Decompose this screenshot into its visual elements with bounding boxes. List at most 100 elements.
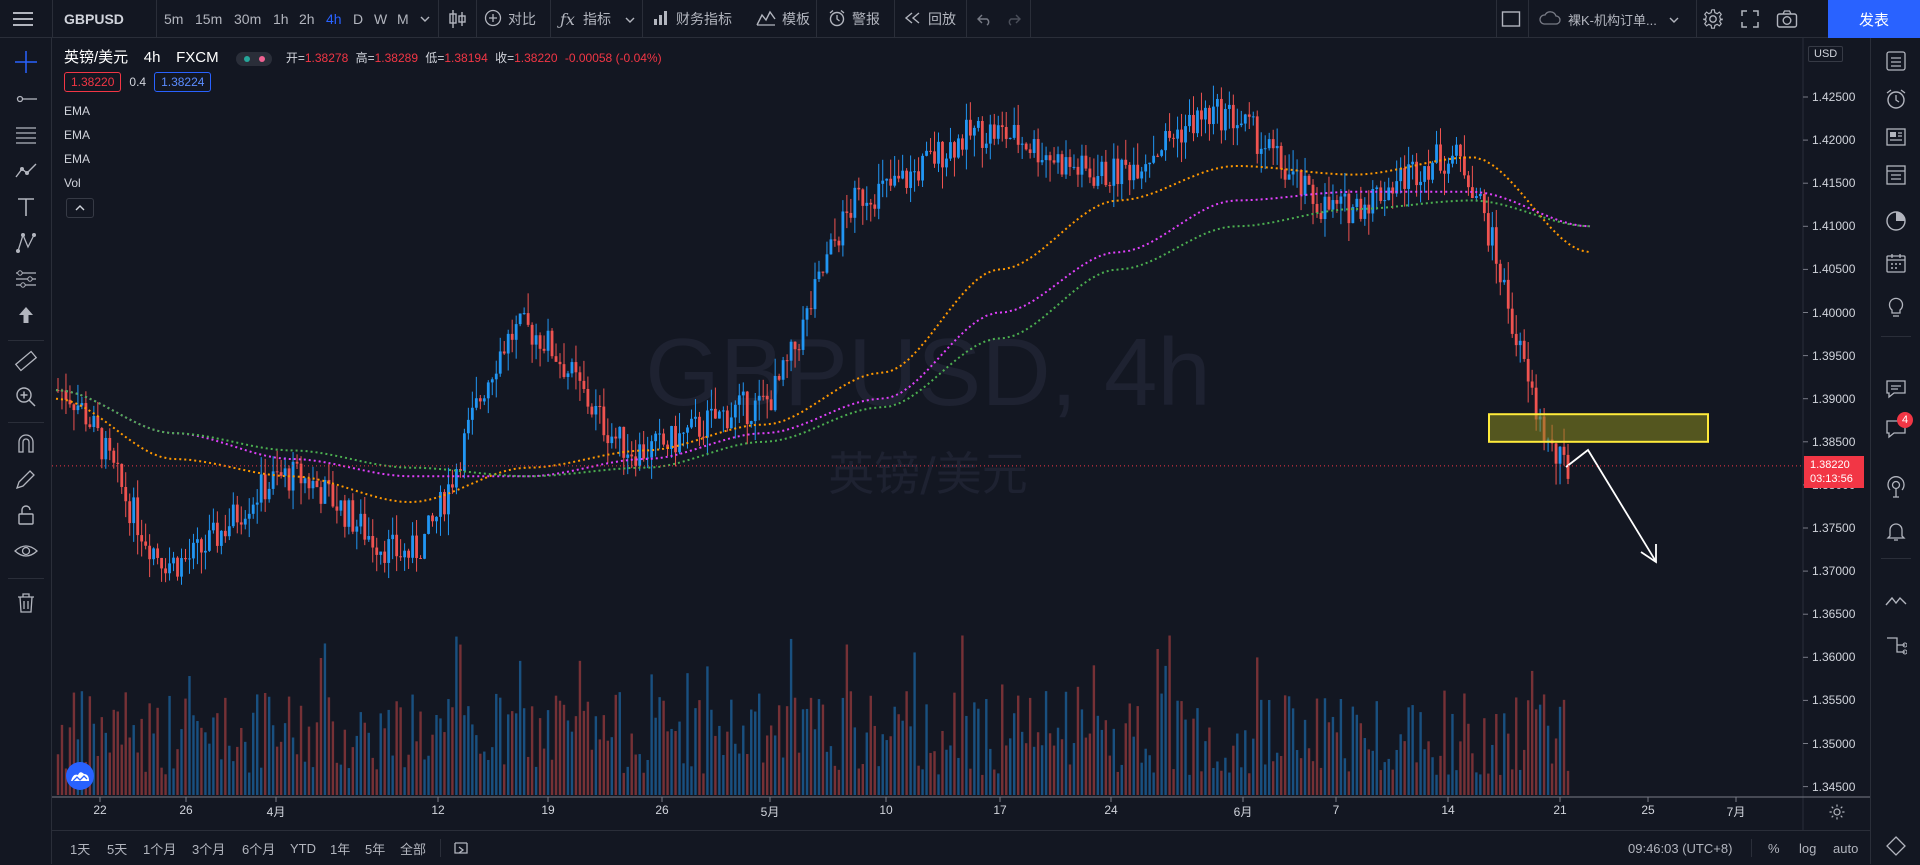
eye-icon[interactable] — [13, 538, 39, 564]
compare-button[interactable]: 对比 — [484, 0, 536, 38]
range-6m[interactable]: 6个月 — [242, 841, 276, 857]
range-3m[interactable]: 3个月 — [192, 841, 226, 857]
goto-date-icon[interactable] — [452, 831, 470, 865]
auto-scale-toggle[interactable]: auto — [1833, 840, 1859, 856]
horizontal-lines-icon[interactable] — [13, 122, 39, 148]
volume-bar — [148, 703, 151, 795]
projection-arrow[interactable] — [1565, 448, 1657, 564]
buy-price-button[interactable]: 1.38224 — [154, 72, 212, 92]
indicator-ema-2[interactable]: EMA — [64, 128, 91, 142]
tradingview-logo-icon[interactable] — [66, 762, 94, 790]
candle-body — [558, 361, 562, 365]
financials-button[interactable]: 财务指标 — [652, 0, 732, 38]
interval-2h[interactable]: 2h — [299, 11, 315, 27]
range-1y[interactable]: 1年 — [330, 841, 351, 857]
chart-type-icon[interactable] — [448, 0, 468, 38]
volume-bar — [1244, 730, 1247, 795]
interval-d[interactable]: D — [353, 11, 364, 27]
redo-icon[interactable] — [1004, 0, 1022, 38]
crosshair-icon[interactable] — [13, 49, 39, 75]
text-icon[interactable] — [13, 194, 39, 220]
calendar-icon[interactable] — [1883, 250, 1909, 276]
streams-icon[interactable] — [1883, 474, 1909, 500]
interval-w[interactable]: W — [374, 11, 388, 27]
percent-scale-toggle[interactable]: % — [1768, 840, 1780, 856]
interval-15m[interactable]: 15m — [195, 11, 223, 27]
bell-icon[interactable] — [1883, 518, 1909, 544]
candle-body — [953, 142, 956, 158]
volume-bar — [1311, 761, 1315, 795]
collapse-legend-button[interactable] — [66, 198, 94, 218]
notifications-icon[interactable]: 4 — [1883, 412, 1913, 442]
watchlist-icon[interactable] — [1883, 48, 1909, 74]
sell-price-button[interactable]: 1.38220 — [64, 72, 122, 92]
magnet-icon[interactable] — [13, 430, 39, 456]
interval-30m[interactable]: 30m — [234, 11, 262, 27]
ruler-icon[interactable] — [13, 348, 39, 374]
expand-panel-icon[interactable] — [1883, 833, 1909, 859]
alert-button[interactable]: 警报 — [828, 0, 880, 38]
range-1m[interactable]: 1个月 — [143, 841, 177, 857]
range-5d[interactable]: 5天 — [107, 841, 128, 857]
data-window-icon[interactable] — [1883, 162, 1909, 188]
log-scale-toggle[interactable]: log — [1799, 840, 1817, 856]
candle-body — [383, 551, 387, 563]
supply-zone-rectangle[interactable] — [1488, 413, 1709, 443]
interval-1h[interactable]: 1h — [273, 11, 289, 27]
candle-body — [1419, 181, 1422, 186]
volume-bar — [925, 704, 928, 795]
range-ytd[interactable]: YTD — [290, 840, 316, 856]
axis-settings-gear-icon[interactable] — [1828, 803, 1846, 821]
interval-m[interactable]: M — [397, 11, 409, 27]
trend-line-icon[interactable] — [13, 86, 39, 112]
node-path-icon[interactable] — [13, 230, 39, 256]
indicators-button[interactable]: ƒx 指标 — [560, 0, 635, 38]
interval-4h[interactable]: 4h — [326, 11, 342, 27]
hotlist-icon[interactable] — [1883, 208, 1909, 234]
symbol-title[interactable]: 英镑/美元 — [64, 49, 129, 66]
range-1d[interactable]: 1天 — [70, 841, 91, 857]
volume-bar — [534, 766, 538, 795]
trend-chart-icon[interactable] — [1883, 588, 1909, 614]
ideas-lightbulb-icon[interactable] — [1883, 294, 1909, 320]
trash-icon[interactable] — [13, 590, 39, 616]
alarm-clock-icon[interactable] — [1883, 86, 1909, 112]
clock-timezone[interactable]: 09:46:03 (UTC+8) — [1628, 840, 1733, 856]
range-5y[interactable]: 5年 — [365, 841, 386, 857]
flow-icon[interactable] — [1883, 632, 1909, 658]
interval-dropdown-icon[interactable] — [420, 0, 430, 38]
indicator-ema-3[interactable]: EMA — [64, 152, 91, 166]
fullscreen-icon[interactable] — [1740, 0, 1760, 38]
replay-button[interactable]: 回放 — [904, 0, 956, 38]
layout-name-button[interactable]: 裸K-机构订单... — [1538, 0, 1679, 38]
arrow-up-icon[interactable] — [13, 302, 39, 328]
indicator-volume[interactable]: Vol — [64, 176, 81, 190]
currency-label[interactable]: USD — [1808, 46, 1844, 62]
price-axis-label: 1.37000 — [1812, 564, 1856, 579]
publish-button[interactable]: 发表 — [1828, 0, 1920, 38]
market-status-toggle[interactable] — [236, 51, 273, 66]
pattern-icon[interactable] — [13, 158, 39, 184]
sliders-icon[interactable] — [13, 266, 39, 292]
zoom-in-icon[interactable] — [13, 384, 39, 410]
candle-body — [235, 504, 239, 523]
symbol-search[interactable]: GBPUSD — [64, 11, 124, 27]
range-all[interactable]: 全部 — [400, 841, 427, 857]
chat-icon[interactable] — [1883, 376, 1909, 402]
camera-icon[interactable] — [1776, 0, 1798, 38]
candle-body — [168, 563, 171, 574]
settings-gear-icon[interactable] — [1702, 0, 1724, 38]
pencil-lock-icon[interactable] — [13, 466, 39, 492]
volume-bar — [403, 767, 406, 795]
templates-button[interactable]: 模板 — [756, 0, 810, 38]
indicator-ema-1[interactable]: EMA — [64, 104, 91, 118]
volume-bar — [331, 721, 335, 795]
volume-bar — [124, 692, 127, 795]
undo-icon[interactable] — [976, 0, 994, 38]
news-icon[interactable] — [1883, 124, 1909, 150]
lock-icon[interactable] — [13, 502, 39, 528]
interval-5m[interactable]: 5m — [164, 11, 184, 27]
layout-select-icon[interactable] — [1501, 0, 1521, 38]
menu-icon[interactable] — [12, 0, 34, 38]
